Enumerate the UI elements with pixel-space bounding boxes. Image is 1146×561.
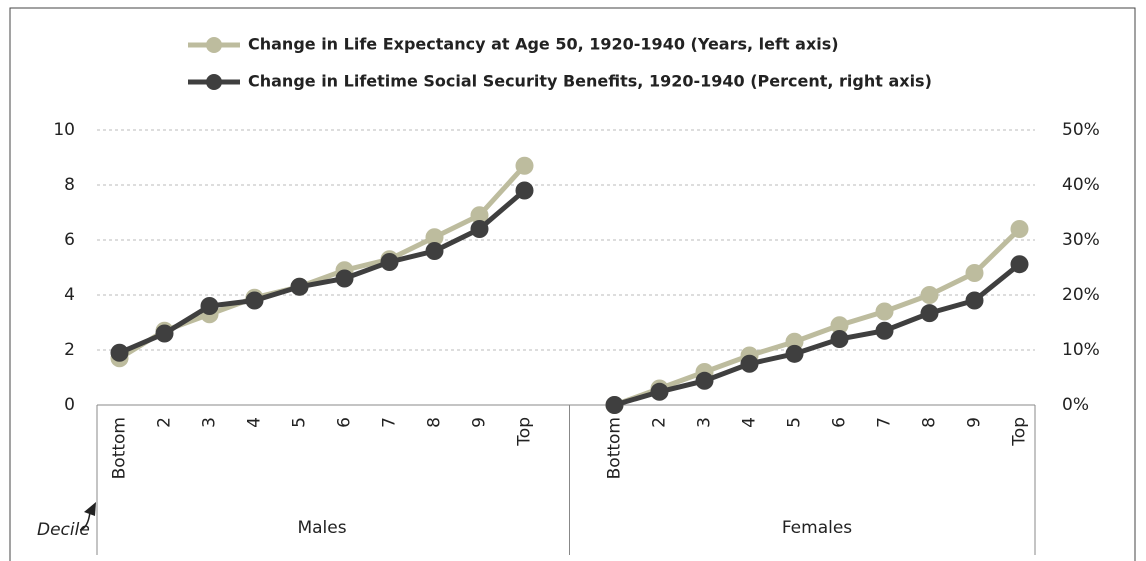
legend-text: Change in Life Expectancy at Age 50, 192… (248, 35, 839, 54)
x-tick-label: 6 (830, 417, 850, 428)
y2-tick-label: 30% (1062, 230, 1100, 250)
x-tick-label: Bottom (605, 417, 625, 479)
data-point (515, 156, 534, 175)
x-tick-label: 6 (335, 417, 355, 428)
legend-marker (206, 74, 222, 90)
legend-marker (206, 37, 222, 53)
annotation-arrow (79, 511, 91, 531)
x-tick-label: 7 (380, 417, 400, 428)
x-tick-label: 4 (245, 417, 265, 428)
x-tick-label: 7 (875, 417, 895, 428)
data-point (965, 264, 984, 282)
data-point (425, 228, 444, 247)
data-point (245, 291, 264, 310)
y-tick-label: 6 (64, 230, 75, 250)
data-point (605, 396, 624, 414)
y2-tick-label: 20% (1062, 285, 1100, 305)
y-tick-label: 0 (64, 395, 75, 415)
x-tick-label: 5 (785, 417, 805, 428)
y2-tick-label: 0% (1062, 395, 1089, 415)
group-label: Females (782, 518, 852, 538)
data-point (515, 181, 534, 200)
data-point (830, 316, 849, 335)
x-tick-label: 2 (650, 417, 670, 428)
series-line (118, 188, 1022, 408)
x-tick-label: 2 (155, 417, 175, 428)
data-point (695, 371, 714, 390)
data-point (785, 344, 804, 363)
annotation: Decile (37, 520, 90, 540)
x-tick-label: 5 (290, 417, 310, 428)
data-point (1010, 220, 1029, 238)
data-point (290, 277, 309, 296)
x-tick-label: 3 (695, 417, 715, 428)
x-tick-label: Bottom (110, 417, 130, 479)
x-tick-label: 9 (965, 417, 985, 428)
y2-tick-label: 50% (1062, 120, 1100, 140)
x-tick-label: Top (1010, 417, 1030, 447)
data-point (830, 330, 849, 348)
x-tick-label: 8 (425, 417, 445, 428)
data-point (380, 253, 399, 271)
x-tick-label: 8 (920, 417, 940, 428)
data-point (110, 343, 129, 362)
data-point (335, 269, 354, 288)
legend-text: Change in Lifetime Social Security Benef… (248, 72, 932, 91)
annotation-arrowhead (84, 502, 96, 516)
x-tick-label: 4 (740, 417, 760, 428)
x-tick-label: 3 (200, 417, 220, 428)
data-point (740, 354, 759, 373)
x-tick-label: 9 (470, 417, 490, 428)
x-tick-label: Top (515, 417, 535, 447)
data-point (1010, 255, 1029, 274)
data-point (920, 286, 939, 304)
data-point (425, 242, 444, 260)
y2-tick-label: 40% (1062, 175, 1100, 195)
data-point (965, 291, 984, 310)
y-tick-label: 2 (64, 340, 75, 360)
data-point (470, 220, 489, 238)
data-point (875, 302, 894, 321)
y-tick-label: 8 (64, 175, 75, 195)
data-point (920, 304, 939, 323)
data-point (200, 297, 219, 315)
data-point (650, 382, 669, 401)
group-label: Males (297, 518, 346, 538)
y-tick-label: 10 (53, 120, 75, 140)
y2-tick-label: 10% (1062, 340, 1100, 360)
chart-frame (9, 7, 1136, 561)
series-line (118, 164, 1022, 408)
y-tick-label: 4 (64, 285, 75, 305)
data-point (155, 324, 174, 343)
data-point (875, 321, 894, 340)
data-point (470, 206, 489, 225)
